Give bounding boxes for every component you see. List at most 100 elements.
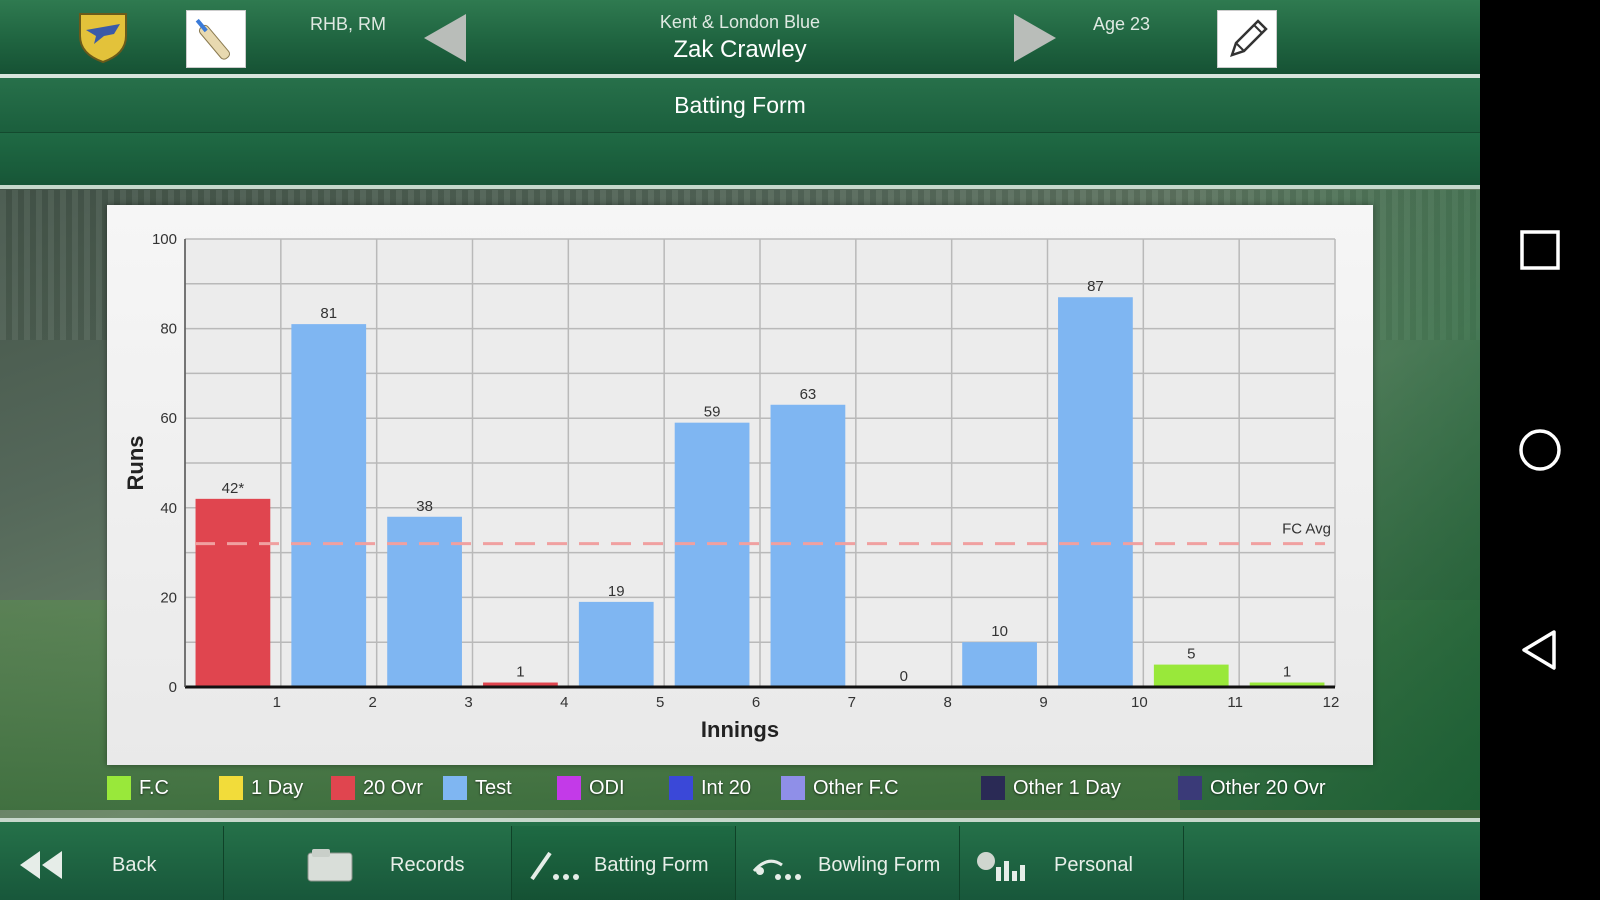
bat-icon[interactable] [186, 10, 246, 68]
bar-value-label: 10 [991, 623, 1008, 640]
batting-bowling-style: RHB, RM [310, 14, 386, 34]
bar-value-label: 1 [1283, 664, 1291, 681]
edit-pencil-icon[interactable] [1217, 10, 1277, 68]
app-screen: RHB, RM Kent & London Blue Zak Crawley A… [0, 0, 1480, 900]
y-tick-label: 80 [160, 321, 177, 338]
reference-line-label: FC Avg [1282, 521, 1331, 538]
bar [291, 324, 367, 687]
previous-player-arrow-icon[interactable] [424, 14, 466, 62]
bar-value-label: 19 [608, 583, 625, 600]
ball-trail-icon [748, 845, 808, 885]
bar-value-label: 59 [704, 404, 721, 421]
legend-label: 20 Ovr [363, 776, 424, 799]
team-name: Kent & London Blue [659, 12, 821, 32]
bar [674, 422, 750, 687]
records-button[interactable]: Records [288, 826, 512, 900]
section-title: Batting Form [674, 92, 806, 118]
bar-value-label: 5 [1187, 646, 1195, 663]
x-tick-label: 10 [1131, 694, 1148, 711]
y-axis-title: Runs [123, 436, 148, 491]
section-sub-bar [0, 133, 1480, 189]
bottom-navigation: Back Records Batting Form [0, 818, 1480, 900]
legend-label: 1 Day [251, 776, 304, 799]
batting-form-chart: 42* 81 38 1 19 59 63 0 10 87 5 1 FC Avg 0 20 40 60 80 100 1… [107, 205, 1373, 765]
legend-swatch [1178, 776, 1202, 800]
legend-label: Other F.C [813, 776, 899, 799]
person-stats-icon [972, 845, 1032, 885]
legend-label: Test [475, 776, 512, 799]
x-tick-label: 4 [560, 694, 568, 711]
legend-swatch [219, 776, 243, 800]
back-button[interactable]: Back [0, 826, 224, 900]
legend-label: Other 1 Day [1013, 776, 1121, 799]
legend-item: ODI [557, 775, 625, 801]
chart-legend: F.C 1 Day 20 Ovr Test ODI Int 20 Other F.C Othe… [107, 775, 1407, 805]
x-tick-label: 3 [464, 694, 472, 711]
legend-item: Other 20 Ovr [1178, 775, 1326, 801]
bar [578, 601, 654, 687]
x-tick-label: 11 [1227, 694, 1243, 711]
legend-item: 1 Day [219, 775, 303, 801]
folder-icon [300, 845, 360, 885]
y-tick-label: 60 [160, 410, 177, 427]
personal-label: Personal [1054, 853, 1133, 876]
bar-value-label: 42* [222, 480, 245, 497]
bar [1058, 297, 1133, 687]
legend-swatch [331, 776, 355, 800]
legend-swatch [781, 776, 805, 800]
legend-item: Other F.C [781, 775, 899, 801]
personal-button[interactable]: Personal [960, 826, 1184, 900]
section-title-bar: Batting Form [0, 78, 1480, 133]
x-tick-label: 7 [848, 694, 856, 711]
bar [770, 404, 846, 687]
batting-form-label: Batting Form [594, 853, 709, 876]
legend-swatch [443, 776, 467, 800]
y-tick-label: 0 [169, 679, 177, 696]
player-age: Age 23 [1093, 14, 1151, 34]
legend-swatch [669, 776, 693, 800]
bar-value-label: 63 [800, 386, 817, 403]
bowling-form-button[interactable]: Bowling Form [736, 826, 960, 900]
bar [962, 642, 1037, 687]
x-tick-label: 6 [752, 694, 760, 711]
legend-item: F.C [107, 775, 169, 801]
bar [1249, 682, 1325, 687]
records-label: Records [390, 853, 465, 876]
legend-label: Other 20 Ovr [1210, 776, 1326, 799]
player-header: RHB, RM Kent & London Blue Zak Crawley A… [0, 0, 1480, 78]
x-tick-label: 8 [943, 694, 951, 711]
x-axis-title: Innings [701, 717, 779, 742]
legend-item: Other 1 Day [981, 775, 1121, 801]
batting-form-button[interactable]: Batting Form [512, 826, 736, 900]
bar-value-label: 87 [1087, 278, 1104, 295]
legend-label: ODI [589, 776, 625, 799]
player-name: Zak Crawley [673, 36, 807, 63]
x-tick-label: 9 [1039, 694, 1047, 711]
y-tick-label: 40 [160, 500, 177, 517]
legend-swatch [107, 776, 131, 800]
x-tick-label: 1 [273, 694, 281, 711]
bar-value-label: 1 [516, 664, 524, 681]
back-label: Back [112, 853, 157, 876]
legend-swatch [557, 776, 581, 800]
bar-value-label: 0 [900, 668, 908, 685]
recent-apps-square-icon[interactable] [1516, 226, 1564, 274]
x-tick-label: 12 [1323, 694, 1340, 711]
bar-value-label: 81 [320, 305, 337, 322]
legend-item: 20 Ovr [331, 775, 423, 801]
legend-label: Int 20 [701, 776, 752, 799]
club-badge-icon[interactable] [74, 8, 132, 64]
back-triangle-icon[interactable] [1516, 626, 1564, 674]
bar [195, 498, 271, 687]
legend-item: Int 20 [669, 775, 751, 801]
nav-empty-slot [1184, 826, 1480, 900]
y-tick-label: 20 [160, 589, 177, 606]
next-player-arrow-icon[interactable] [1014, 14, 1056, 62]
x-tick-label: 2 [368, 694, 376, 711]
home-circle-icon[interactable] [1516, 426, 1564, 474]
legend-item: Test [443, 775, 512, 801]
bar [483, 682, 558, 687]
legend-label: F.C [139, 776, 169, 799]
bar [1153, 664, 1229, 687]
double-chevron-left-icon [12, 845, 72, 885]
